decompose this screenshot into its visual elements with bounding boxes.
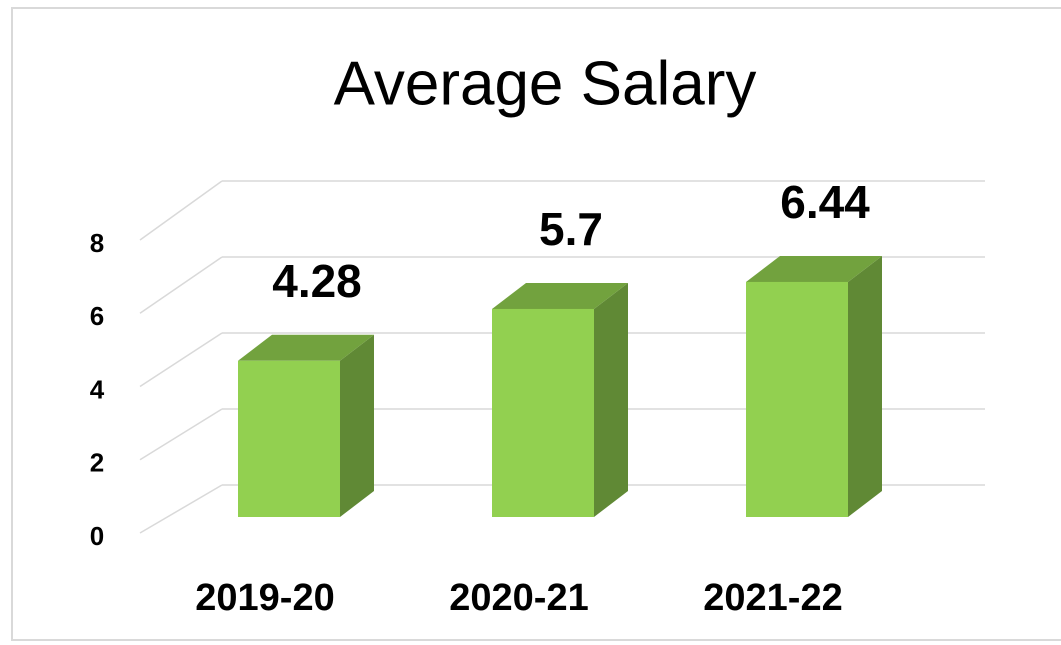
y-tick-label: 4 (90, 374, 105, 404)
bar (492, 308, 594, 517)
value-label: 6.44 (780, 176, 870, 228)
x-tick-label: 2021-22 (703, 577, 842, 619)
x-tick-label: 2020-21 (449, 577, 588, 619)
chart-title: Average Salary (334, 49, 757, 118)
bar-side (848, 255, 882, 517)
bar-top (492, 282, 628, 309)
side-grid-line (139, 256, 223, 314)
bar-side (594, 282, 628, 517)
y-tick-label: 2 (90, 448, 104, 478)
side-grid-line (139, 332, 223, 388)
value-label: 5.7 (539, 203, 603, 255)
y-tick-label: 6 (90, 301, 104, 331)
bar-top (238, 334, 374, 361)
bar (746, 281, 848, 517)
bar (238, 360, 340, 517)
value-label: 4.28 (272, 255, 362, 307)
y-tick-label: 0 (90, 521, 104, 551)
y-tick-label: 8 (90, 228, 104, 258)
bar-top (746, 255, 882, 282)
x-tick-label: 2019-20 (195, 577, 334, 619)
side-grid-line (139, 484, 223, 534)
side-grid-line (139, 180, 223, 241)
bar-side (340, 334, 374, 517)
side-grid-line (139, 408, 223, 461)
